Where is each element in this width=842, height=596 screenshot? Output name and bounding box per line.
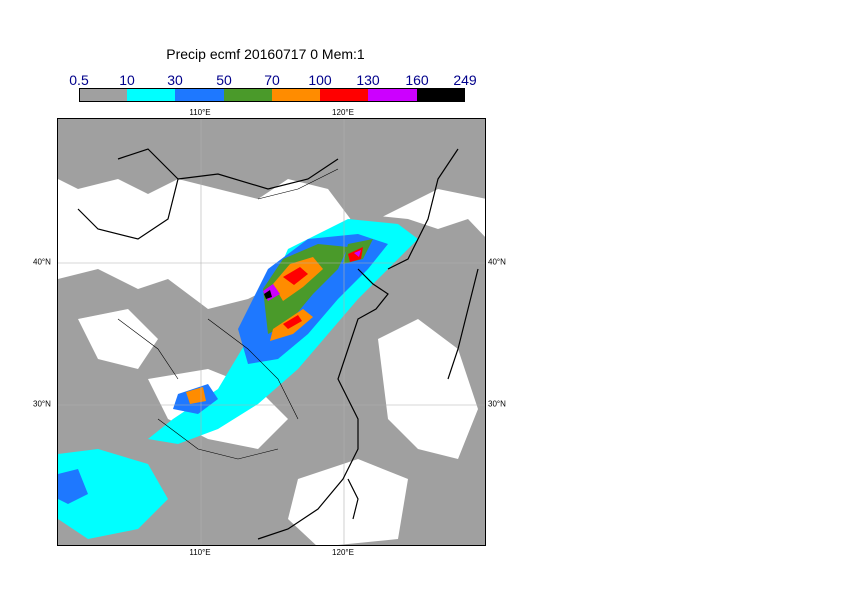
legend-label: 30	[167, 72, 183, 88]
legend-label: 100	[308, 72, 332, 88]
lat-tick-left: 30°N	[33, 399, 51, 409]
precip-map-canvas	[58, 119, 485, 545]
province-borders	[117, 168, 339, 460]
legend-swatch	[272, 88, 320, 102]
lat-tick-right: 40°N	[488, 257, 506, 267]
legend-swatch	[320, 88, 368, 102]
precip-band-160	[264, 290, 272, 299]
legend-swatch	[417, 88, 465, 102]
legend-swatch	[79, 88, 127, 102]
legend-label: 10	[119, 72, 135, 88]
legend-swatch	[175, 88, 224, 102]
lon-tick-top: 110°E	[189, 108, 211, 117]
lat-tick-left: 40°N	[33, 257, 51, 267]
graticule	[58, 119, 485, 545]
legend-label: 130	[356, 72, 380, 88]
legend-label: 70	[264, 72, 280, 88]
lon-tick-top: 120°E	[332, 108, 354, 117]
legend-swatch	[368, 88, 417, 102]
coastline	[77, 148, 479, 540]
legend-label: 0.5	[69, 72, 89, 88]
lon-tick-bottom: 120°E	[332, 548, 354, 557]
lon-tick-bottom: 110°E	[189, 548, 211, 557]
legend-label: 249	[453, 72, 477, 88]
lat-tick-right: 30°N	[488, 399, 506, 409]
legend-frame	[79, 88, 465, 102]
legend-label: 160	[405, 72, 429, 88]
precip-map	[57, 118, 486, 546]
legend-label: 50	[216, 72, 232, 88]
legend-swatch	[127, 88, 175, 102]
map-title: Precip ecmf 20160717 0 Mem:1	[166, 46, 365, 62]
legend-swatch	[224, 88, 272, 102]
